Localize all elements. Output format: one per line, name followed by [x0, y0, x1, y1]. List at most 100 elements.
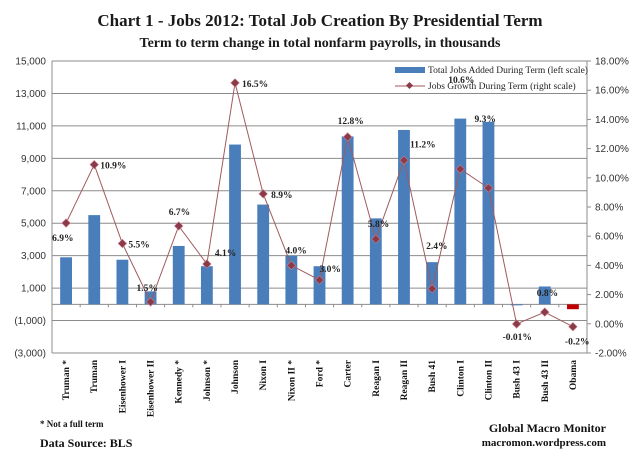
- growth-marker: [511, 319, 522, 329]
- left-tick-label: (3,000): [14, 349, 46, 360]
- growth-data-label: 1.5%: [137, 284, 158, 294]
- right-tick-label: 6.00%: [595, 232, 623, 243]
- bar: [454, 118, 467, 305]
- right-tick-label: 0.00%: [595, 319, 623, 330]
- bar: [341, 136, 354, 305]
- growth-marker: [483, 183, 494, 193]
- left-tick-label: 3,000: [21, 251, 46, 262]
- category-label: Eisenhower I: [118, 360, 128, 414]
- left-tick-label: (1,000): [14, 316, 46, 327]
- bar: [229, 144, 241, 305]
- legend-bar-swatch: [395, 67, 425, 73]
- bar: [538, 286, 551, 305]
- category-label: Truman *: [62, 360, 72, 400]
- bar: [172, 245, 185, 305]
- growth-data-label: 4.0%: [285, 246, 306, 256]
- left-tick-label: 13,000: [15, 89, 46, 100]
- growth-data-label: 10.9%: [100, 162, 126, 172]
- bar: [313, 266, 326, 305]
- right-tick-label: 14.00%: [595, 115, 629, 126]
- footnote: * Not a full term: [40, 419, 104, 429]
- growth-marker: [568, 322, 578, 332]
- growth-marker: [314, 275, 325, 285]
- legend-line-label: Jobs Growth During Term (right scale): [428, 81, 576, 92]
- growth-data-label: 11.2%: [410, 140, 436, 150]
- category-label: Carter: [344, 359, 354, 387]
- growth-data-label: -0.01%: [503, 333, 532, 343]
- growth-data-label: 16.5%: [242, 80, 268, 90]
- bar: [398, 129, 410, 305]
- category-label: Ford *: [316, 360, 326, 387]
- growth-data-label: 6.9%: [52, 234, 73, 244]
- left-tick-label: 7,000: [21, 186, 46, 197]
- left-tick-label: 5,000: [21, 219, 46, 230]
- bar: [116, 259, 129, 305]
- growth-data-label: 6.7%: [169, 208, 190, 218]
- bar: [567, 304, 579, 310]
- category-label: Eisenhower II: [147, 360, 157, 417]
- legend-line-marker: [405, 81, 414, 90]
- category-label: Clinton II: [484, 360, 494, 401]
- growth-marker: [371, 234, 381, 244]
- growth-marker: [540, 307, 550, 317]
- growth-data-label: 3.0%: [320, 265, 341, 275]
- growth-data-label: 5.5%: [128, 241, 149, 251]
- gridlines: [51, 60, 588, 354]
- category-label: Johnson: [231, 359, 241, 394]
- bar: [426, 262, 439, 305]
- growth-marker: [61, 218, 71, 228]
- growth-marker: [174, 221, 184, 231]
- category-label: Bush 43 I: [513, 360, 523, 399]
- right-tick-label: 10.00%: [595, 173, 629, 184]
- growth-data-label: -0.2%: [565, 338, 590, 348]
- brand-url: macromon.wordpress.com: [482, 437, 606, 449]
- category-label: Reagan I: [372, 360, 382, 397]
- growth-data-label: 12.8%: [338, 117, 364, 127]
- bar-series: [60, 118, 579, 310]
- bar: [200, 266, 213, 305]
- growth-marker: [145, 297, 156, 307]
- category-label: Kennedy *: [175, 360, 185, 404]
- bar: [285, 255, 298, 305]
- legend: Total Jobs Added During Term (left scale…: [395, 65, 588, 92]
- left-axis: 15,000 13,000 11,000 9,000 7,000 5,000 3,000 1,…: [14, 57, 46, 360]
- right-tick-label: 18.00%: [595, 57, 629, 68]
- growth-marker: [117, 238, 128, 249]
- growth-marker: [258, 189, 268, 199]
- category-label: Bush 41: [428, 360, 438, 393]
- category-label: Nixon I: [259, 360, 269, 391]
- category-label: Truman: [90, 359, 100, 393]
- bar: [257, 204, 270, 305]
- bar: [88, 215, 101, 305]
- growth-marker: [342, 132, 353, 142]
- left-tick-label: 11,000: [16, 121, 46, 132]
- category-label: Clinton I: [456, 360, 466, 397]
- category-label: Bush 43 II: [541, 360, 551, 403]
- bar: [369, 218, 382, 305]
- growth-marker: [427, 284, 437, 294]
- data-source: Data Source: BLS: [40, 436, 133, 450]
- line-series: 6.9% 10.9% 5.5% 1.5% 6.7% 4.1% 16.5% 8.9% 4.0% 3.…: [52, 76, 589, 348]
- growth-data-label: 9.3%: [474, 115, 495, 125]
- right-tick-label: 12.00%: [595, 144, 629, 155]
- x-axis-labels: Truman * Truman Eisenhower I Eisenhower II K…: [62, 359, 579, 417]
- brand-name: Global Macro Monitor: [489, 421, 607, 435]
- chart-subtitle: Term to term change in total nonfarm pay…: [140, 36, 501, 51]
- growth-marker: [399, 155, 409, 165]
- category-label: Reagan II: [400, 360, 410, 401]
- right-tick-label: 16.00%: [595, 86, 629, 97]
- left-tick-label: 1,000: [21, 284, 46, 295]
- legend-bar-label: Total Jobs Added During Term (left scale…: [428, 65, 588, 76]
- growth-data-label: 10.6%: [448, 76, 474, 86]
- chart-title: Chart 1 - Jobs 2012: Total Job Creation …: [97, 11, 542, 30]
- right-tick-label: 2.00%: [595, 290, 623, 301]
- bar: [510, 304, 523, 306]
- growth-data-label: 0.8%: [537, 289, 558, 299]
- growth-marker: [202, 259, 212, 269]
- growth-marker: [286, 260, 297, 271]
- right-tick-label: -2.00%: [595, 349, 627, 360]
- category-label: Obama: [569, 360, 579, 390]
- category-label: Johnson *: [203, 360, 213, 401]
- growth-data-label: 8.9%: [271, 191, 292, 201]
